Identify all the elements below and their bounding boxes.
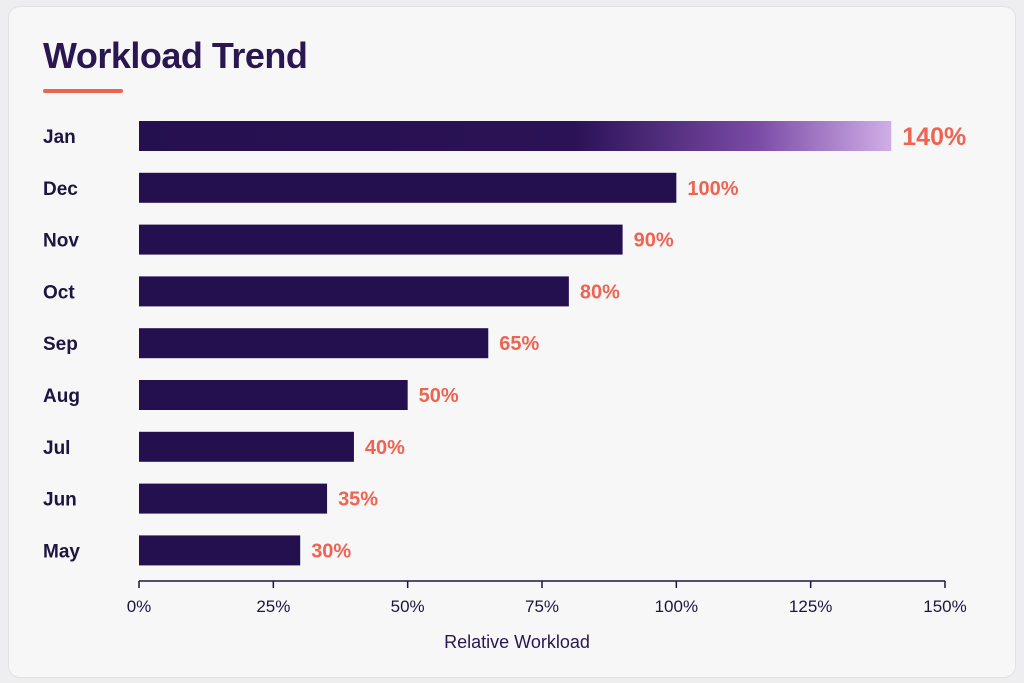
value-label: 35% — [338, 489, 378, 511]
category-label: Aug — [43, 386, 80, 407]
category-label: Oct — [43, 282, 75, 303]
bar — [139, 121, 892, 151]
x-tick-label: 125% — [789, 597, 832, 616]
bar — [139, 483, 328, 514]
value-label: 40% — [365, 437, 405, 459]
category-label: Jun — [43, 490, 77, 511]
bar — [139, 276, 569, 307]
category-label: Nov — [43, 231, 79, 252]
x-axis: 0% 25% 50% 75% 100% 125% 150% — [127, 580, 967, 616]
chart-title: Workload Trend — [43, 35, 308, 76]
bar — [139, 328, 489, 359]
value-label: 140% — [902, 123, 966, 151]
bar — [139, 431, 354, 462]
title-underline — [43, 89, 123, 93]
x-axis-label: Relative Workload — [444, 632, 590, 652]
bar — [139, 535, 301, 566]
bar — [139, 380, 408, 410]
bar — [139, 224, 623, 255]
x-tick-label: 0% — [127, 597, 152, 616]
value-label: 50% — [419, 385, 459, 407]
category-label: May — [43, 541, 80, 562]
bar — [139, 172, 677, 203]
x-tick-label: 25% — [256, 597, 290, 616]
category-label: Jan — [43, 127, 76, 148]
value-label: 65% — [499, 333, 539, 355]
x-tick-label: 100% — [655, 597, 698, 616]
category-label: Dec — [43, 179, 78, 200]
x-tick-label: 75% — [525, 597, 559, 616]
category-label: Sep — [43, 334, 78, 355]
category-label: Jul — [43, 438, 70, 459]
x-tick-label: 50% — [391, 597, 425, 616]
bars-layer: Jan 140% Dec 100% Nov 90% Oct 80% Sep 65% Aug 50% Ju… — [43, 121, 966, 566]
value-label: 90% — [634, 230, 674, 252]
value-label: 30% — [311, 540, 351, 562]
value-label: 80% — [580, 281, 620, 303]
x-tick-label: 150% — [923, 597, 966, 616]
value-label: 100% — [687, 178, 738, 200]
